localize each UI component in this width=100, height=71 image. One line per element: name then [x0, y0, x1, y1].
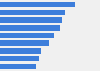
- Bar: [0, 64, 36, 69]
- Bar: [0, 17, 62, 23]
- Bar: [0, 48, 41, 54]
- Bar: [0, 40, 49, 46]
- Bar: [0, 56, 39, 61]
- Bar: [0, 25, 60, 31]
- Bar: [0, 33, 54, 38]
- Bar: [0, 2, 75, 7]
- Bar: [0, 10, 65, 15]
